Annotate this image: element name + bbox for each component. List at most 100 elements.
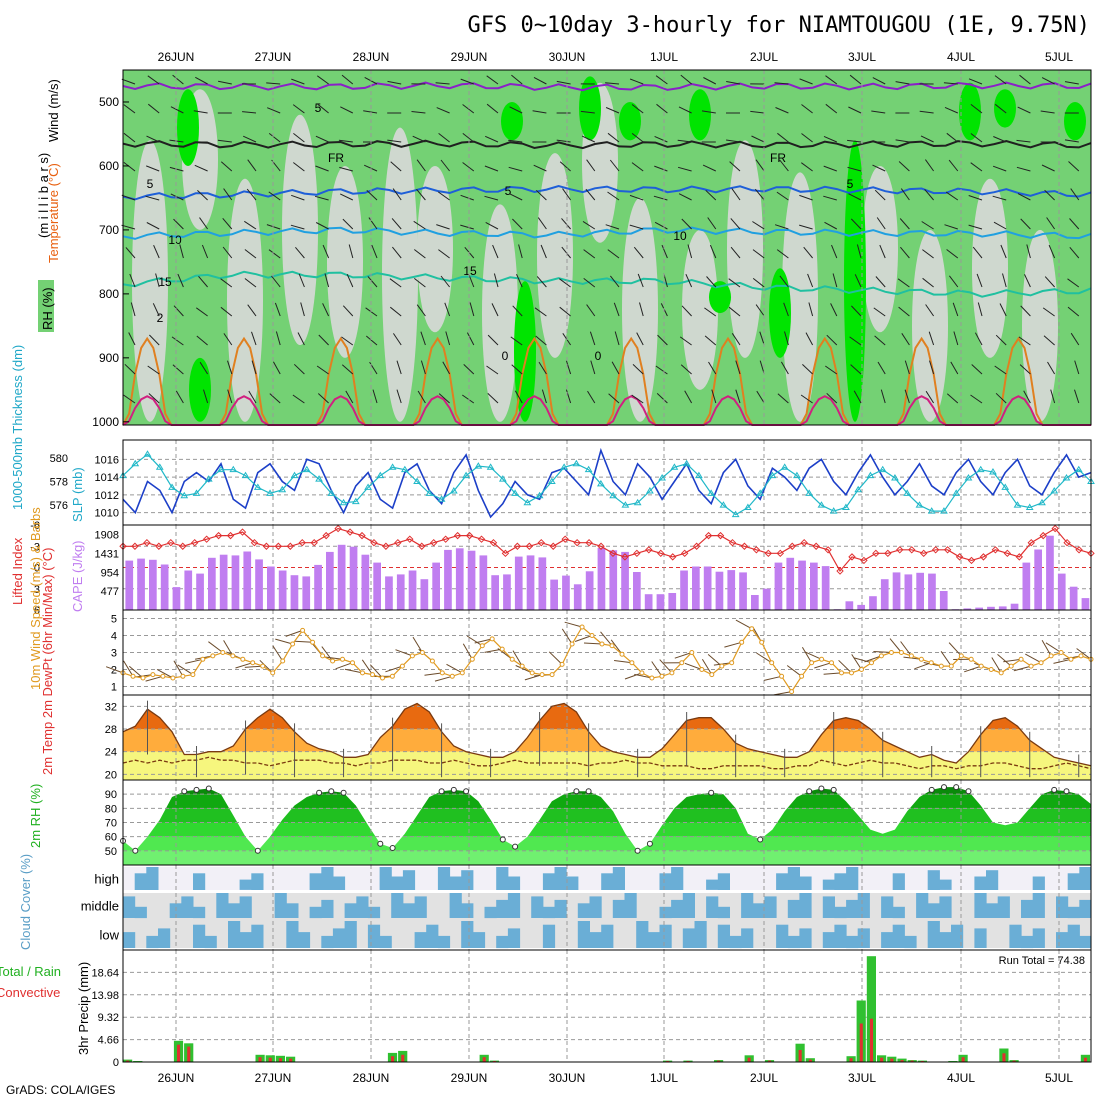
- precip-conv-bar: [1002, 1053, 1006, 1062]
- wind-barb: [271, 275, 281, 288]
- date-label-top: 2JUL: [750, 50, 778, 64]
- wind-barb: [728, 306, 741, 317]
- cloud-low-cell: [717, 924, 730, 948]
- wind-barb: [1017, 193, 1031, 201]
- rh-tick-label: 90: [105, 789, 117, 801]
- wind-barb: [1064, 139, 1079, 143]
- wind-barb: [779, 159, 789, 172]
- wind-barb: [275, 331, 281, 346]
- temperature-label: Temperature (°C): [46, 163, 61, 263]
- cape-bar: [125, 560, 134, 610]
- wind-barb: [348, 244, 354, 259]
- wind-barb: [611, 361, 620, 375]
- wind10m-barb: [853, 657, 872, 664]
- date-label-top: 26JUN: [158, 50, 195, 64]
- wind-barb: [751, 135, 765, 143]
- cloud-middle-cell: [321, 899, 334, 918]
- wind-barb: [146, 135, 160, 143]
- wind10m-point: [509, 656, 515, 662]
- rh-moist-region: [994, 89, 1016, 128]
- thickness-point: [315, 475, 323, 482]
- lifted-index-point: [513, 542, 522, 550]
- wind-barb: [392, 188, 402, 201]
- cloud-middle-cell: [881, 896, 894, 918]
- wind-barb: [342, 218, 354, 230]
- wind-barb: [516, 273, 523, 288]
- wind10m-barb: [851, 654, 862, 670]
- isotherm-line: [122, 139, 1092, 150]
- rh-extreme-point: [708, 789, 715, 796]
- wind10m-point: [569, 641, 575, 647]
- lifted-index-point: [680, 549, 689, 558]
- thickness-point: [793, 471, 801, 479]
- wind-barb: [874, 335, 886, 346]
- lifted-index-point: [370, 539, 378, 547]
- wind-barb: [444, 302, 451, 317]
- thickness-point: [854, 485, 863, 493]
- wind10m-point: [579, 624, 585, 630]
- date-label-top: 28JUN: [353, 50, 390, 64]
- lifted-index-point: [896, 546, 904, 554]
- cloud-high-cell: [892, 873, 905, 890]
- wind10m-barb: [1053, 658, 1072, 664]
- wind10m-barb: [756, 652, 772, 664]
- wind-barb: [880, 389, 886, 404]
- wind-barb: [123, 132, 136, 143]
- upper-air-panel: 5 FR FR 5 5 5 10 10 15 15 0 0 2 500 600 700 800 900 1000: [92, 69, 1092, 429]
- wind-barb: [750, 110, 765, 114]
- cloud-high-cell: [391, 876, 404, 890]
- rh-moist-region: [844, 140, 866, 422]
- date-label-top: 3JUL: [848, 50, 876, 64]
- cape-tick-label: 477: [101, 586, 119, 598]
- temp-tick-label: 28: [105, 724, 117, 736]
- precip-conv-label: Convective: [0, 985, 60, 1000]
- cloud-row-label: high: [94, 872, 119, 887]
- pressure-tick-label: 700: [99, 223, 119, 237]
- wind-barb: [657, 334, 668, 346]
- wind10m-point: [689, 650, 695, 655]
- cloud-low-cell: [146, 935, 159, 949]
- thickness-point: [829, 507, 838, 514]
- wind-barb: [872, 164, 886, 172]
- wind10m-point: [789, 689, 795, 695]
- wind10m-barb: [735, 619, 752, 630]
- wind10m-barb: [173, 660, 184, 677]
- wind10m-barb: [873, 651, 892, 653]
- wind-barb: [195, 76, 208, 85]
- pressure-tick-label: 800: [99, 287, 119, 301]
- wind-barb: [1040, 110, 1055, 114]
- wind-barb: [994, 75, 1007, 85]
- lifted-index-point: [1003, 549, 1012, 558]
- rh-extreme-point: [830, 786, 837, 793]
- cloud-row-label: middle: [81, 899, 119, 914]
- cape-bar: [243, 551, 252, 610]
- wind10m-barb: [446, 663, 463, 674]
- rh-moist-region: [619, 101, 641, 141]
- cape-bar: [420, 579, 429, 610]
- thickness-point: [768, 471, 777, 479]
- wind-barb: [999, 303, 1007, 317]
- wind10m-point: [918, 656, 924, 662]
- precip-conv-bar: [859, 1023, 863, 1062]
- lifted-index-point: [979, 553, 988, 561]
- wind10m-barb: [177, 664, 194, 676]
- lifted-index-point: [836, 567, 844, 575]
- thickness-point: [462, 471, 470, 479]
- wind-barb: [704, 307, 717, 317]
- precip-conv-bar: [177, 1044, 181, 1062]
- wind-barb: [801, 104, 813, 114]
- slp-tick-label: 1012: [95, 490, 119, 502]
- wind-barb: [1067, 278, 1080, 288]
- wind10m-point: [898, 650, 904, 655]
- date-label-bottom: 2JUL: [750, 1071, 778, 1085]
- wind-barb: [992, 165, 1007, 172]
- rh-legend-swatch: [38, 280, 54, 332]
- wind10m-point: [908, 653, 914, 659]
- cape-bar: [550, 579, 558, 610]
- cloud-low-cell: [286, 921, 299, 948]
- cape-bar: [880, 579, 889, 610]
- wind-barb: [898, 161, 910, 172]
- wind10m-point: [978, 663, 984, 669]
- wind-barb: [197, 190, 208, 201]
- wind10m-point: [629, 660, 635, 666]
